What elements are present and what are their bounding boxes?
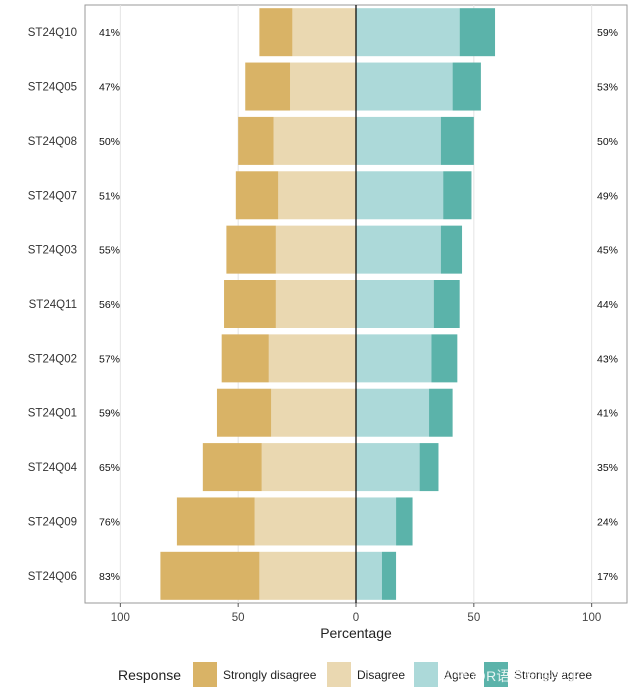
bar-strongly-disagree: [221, 334, 269, 383]
percent-label-left: 51%: [99, 190, 120, 202]
percent-label-right: 35%: [597, 462, 618, 474]
legend-label: Strongly agree: [514, 668, 592, 682]
percent-label-right: 44%: [597, 299, 618, 311]
y-tick-labels: ST24Q10 ST24Q05 ST24Q08 ST24Q07 ST24Q03 ST24Q…: [28, 27, 78, 583]
y-tick-label: ST24Q04: [28, 462, 78, 474]
bar-agree: [356, 171, 444, 220]
bar-strongly-disagree: [235, 171, 279, 220]
bar-disagree: [290, 62, 356, 111]
legend-key: [327, 662, 351, 687]
bar-agree: [356, 551, 382, 600]
legend-key: [414, 662, 438, 687]
percent-label-right: 45%: [597, 245, 618, 257]
bar-strongly-disagree: [226, 225, 276, 274]
y-tick-label: ST24Q09: [28, 516, 77, 528]
bar-strongly-agree: [440, 116, 474, 165]
x-tick-label: 0: [353, 612, 359, 624]
percent-label-left: 57%: [99, 353, 120, 365]
percent-label-left: 56%: [99, 299, 120, 311]
y-tick-label: ST24Q08: [28, 136, 77, 148]
percent-label-left: 76%: [99, 516, 120, 528]
bar-agree: [356, 443, 420, 492]
bar-disagree: [278, 171, 356, 220]
y-tick-label: ST24Q10: [28, 27, 77, 39]
bar-strongly-agree: [440, 225, 463, 274]
bar-agree: [356, 225, 441, 274]
y-tick-label: ST24Q11: [29, 299, 77, 311]
y-tick-label: ST24Q03: [28, 245, 77, 257]
legend-key: [193, 662, 217, 687]
x-axis-ticks: 100 50 0 50 100: [111, 603, 601, 624]
bar-agree: [356, 388, 430, 437]
y-tick-label: ST24Q07: [28, 190, 77, 202]
bar-strongly-disagree: [238, 116, 274, 165]
percent-label-right: 24%: [597, 516, 618, 528]
percent-label-right: 53%: [597, 82, 618, 94]
legend-title: Response: [118, 667, 181, 683]
bar-strongly-disagree: [245, 62, 291, 111]
bar-strongly-agree: [459, 8, 496, 57]
bar-disagree: [275, 225, 356, 274]
bar-strongly-disagree: [202, 443, 262, 492]
bar-agree: [356, 62, 453, 111]
percent-label-left: 50%: [99, 136, 120, 148]
percent-label-left: 83%: [99, 571, 120, 583]
y-tick-label: ST24Q05: [28, 82, 77, 94]
x-tick-label: 100: [582, 612, 601, 624]
bar-strongly-agree: [396, 497, 413, 546]
bar-strongly-agree: [429, 388, 453, 437]
percent-label-left: 65%: [99, 462, 120, 474]
percent-label-left: 55%: [99, 245, 120, 257]
percent-label-left: 41%: [99, 27, 120, 39]
bar-strongly-agree: [452, 62, 481, 111]
y-tick-label: ST24Q06: [28, 571, 77, 583]
legend-key: [484, 662, 508, 687]
percent-labels: 41% 59% 47% 53% 50% 50% 51% 49% 55% 45% 56% 44% 57% 4…: [99, 27, 618, 583]
x-axis-title: Percentage: [320, 625, 392, 641]
x-tick-label: 100: [111, 612, 130, 624]
bar-agree: [356, 497, 397, 546]
bar-agree: [356, 280, 434, 328]
bar-disagree: [273, 116, 356, 165]
bar-disagree: [268, 334, 356, 383]
bar-strongly-agree: [431, 334, 458, 383]
bar-disagree: [259, 551, 356, 600]
bar-disagree: [292, 8, 356, 57]
bar-strongly-disagree: [224, 280, 276, 328]
legend-label: Disagree: [357, 668, 405, 682]
bar-disagree: [275, 280, 356, 328]
percent-label-right: 49%: [597, 190, 618, 202]
percent-label-left: 59%: [99, 408, 120, 420]
bars: [160, 8, 496, 600]
bar-disagree: [254, 497, 356, 546]
bar-strongly-disagree: [216, 388, 272, 437]
y-tick-label: ST24Q01: [28, 408, 77, 420]
percent-label-right: 41%: [597, 408, 618, 420]
bar-agree: [356, 334, 432, 383]
percent-label-left: 47%: [99, 82, 120, 94]
watermark: 知乎 @R语言与医学生: [440, 668, 580, 684]
bar-strongly-agree: [419, 443, 439, 492]
x-tick-label: 50: [467, 612, 480, 624]
bar-strongly-agree: [433, 280, 460, 328]
x-tick-label: 50: [232, 612, 245, 624]
percent-label-right: 17%: [597, 571, 618, 583]
legend-label: Strongly disagree: [223, 668, 317, 682]
bar-disagree: [271, 388, 356, 437]
bar-strongly-agree: [443, 171, 472, 220]
bar-strongly-agree: [381, 551, 397, 600]
y-tick-label: ST24Q02: [28, 353, 77, 365]
bar-strongly-disagree: [176, 497, 255, 546]
legend: Response Strongly disagree Disagree Agree S…: [118, 662, 592, 687]
percent-label-right: 59%: [597, 27, 618, 39]
legend-label: Agree: [444, 668, 476, 682]
bar-strongly-disagree: [259, 8, 293, 57]
percent-label-right: 50%: [597, 136, 618, 148]
bar-strongly-disagree: [160, 551, 260, 600]
bar-disagree: [261, 443, 356, 492]
percent-label-right: 43%: [597, 353, 618, 365]
bar-agree: [356, 116, 441, 165]
bar-agree: [356, 8, 460, 57]
